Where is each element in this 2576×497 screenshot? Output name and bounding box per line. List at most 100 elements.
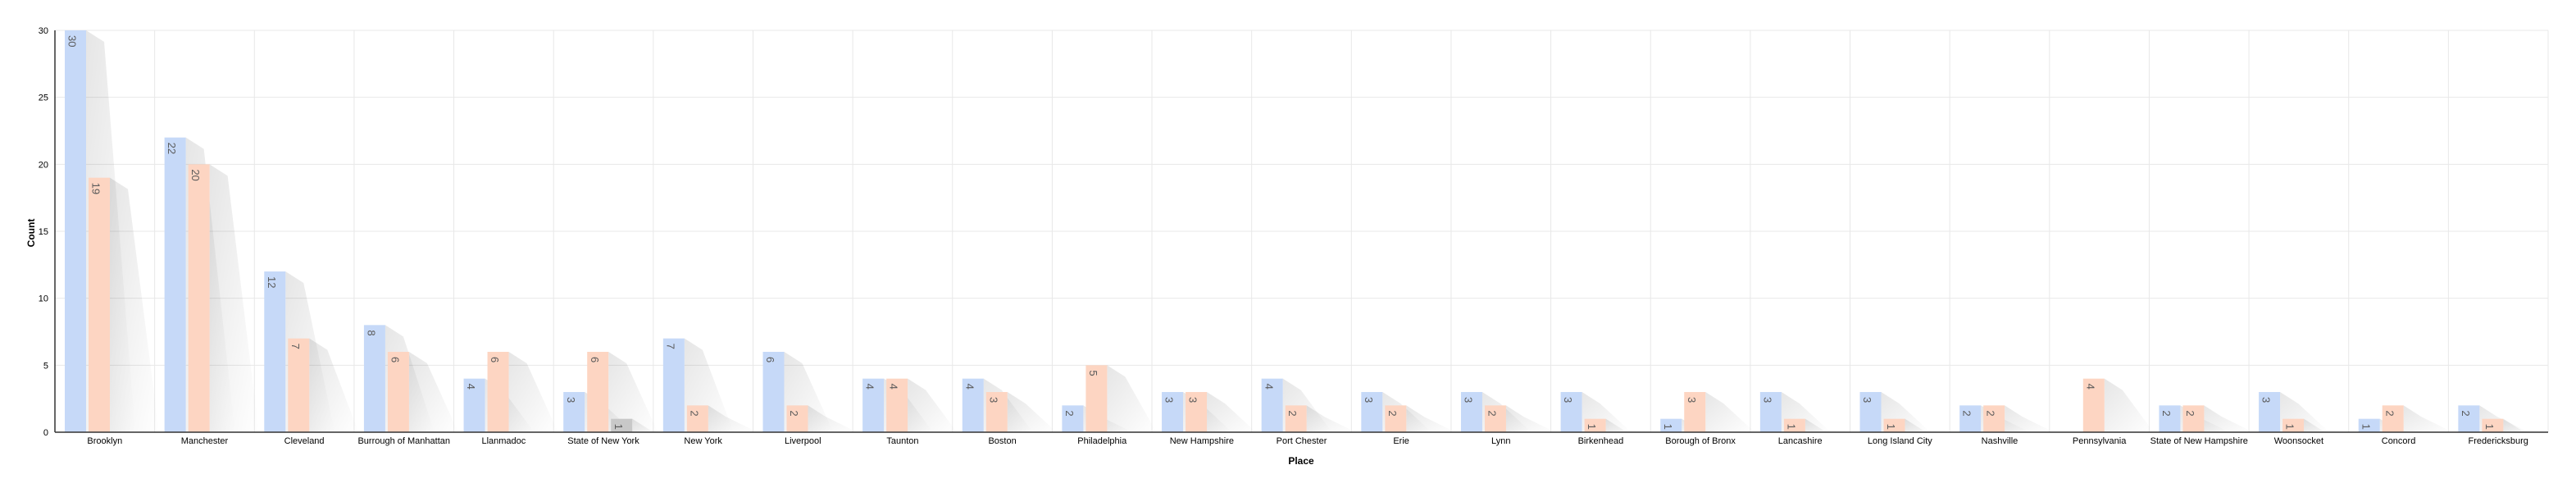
bar-shadow <box>1306 405 1356 432</box>
bar-value-label: 3 <box>1363 397 1375 403</box>
bar-value-label: 5 <box>1087 370 1099 376</box>
bar-value-label: 3 <box>1761 397 1773 403</box>
bar <box>1660 418 1682 432</box>
bar <box>1162 392 1184 432</box>
bar <box>611 418 633 432</box>
bar <box>1584 418 1606 432</box>
bar-value-label: 20 <box>189 169 202 180</box>
bar <box>89 177 110 432</box>
bar-shadow <box>2503 418 2553 432</box>
x-tick-label: Taunton <box>886 436 918 446</box>
bar-shadow <box>808 405 858 432</box>
bar-value-label: 12 <box>266 276 278 288</box>
x-tick-label: New York <box>684 436 722 446</box>
bar-value-label: 30 <box>66 35 79 47</box>
bar <box>2282 418 2305 432</box>
bar <box>1062 405 1084 432</box>
bar-value-label: 2 <box>2460 410 2472 416</box>
bar-value-label: 4 <box>864 384 876 390</box>
bar-value-label: 2 <box>2160 410 2173 416</box>
bar-shadow <box>2403 405 2453 432</box>
x-tick-label: Port Chester <box>1277 436 1327 446</box>
bar <box>1560 392 1582 432</box>
bar-value-label: 2 <box>1961 410 1973 416</box>
x-tick-label: Cleveland <box>284 436 325 446</box>
bar <box>1783 418 1805 432</box>
bar <box>1361 392 1383 432</box>
bar <box>487 352 509 432</box>
bar-value-label: 1 <box>1785 424 1797 430</box>
y-tick-label: 15 <box>39 227 48 237</box>
bar <box>1883 418 1905 432</box>
bar-value-label: 1 <box>2284 424 2296 430</box>
bar-shadow <box>1605 418 1655 432</box>
bar-shadow <box>110 177 159 432</box>
bar-value-label: 3 <box>1861 397 1873 403</box>
bar <box>288 338 310 432</box>
bar-shadow <box>508 352 558 432</box>
bar <box>164 137 186 432</box>
bar <box>65 30 86 432</box>
bar-shadow <box>2204 405 2254 432</box>
bar-value-label: 1 <box>2360 424 2372 430</box>
bar <box>886 378 908 432</box>
bar-shadow <box>1905 418 1955 432</box>
bar-value-label: 6 <box>764 357 776 362</box>
bar-value-label: 19 <box>90 183 102 194</box>
x-tick-label: Philadelphia <box>1077 436 1127 446</box>
bar-value-label: 1 <box>1662 424 1674 430</box>
bar <box>264 271 286 432</box>
bar <box>1460 392 1482 432</box>
bar-shadow <box>2104 378 2154 432</box>
bar-value-label: 4 <box>2084 384 2096 390</box>
bar <box>2159 405 2181 432</box>
bar <box>762 352 785 432</box>
bar <box>587 352 609 432</box>
bar-shadow <box>608 352 658 432</box>
x-tick-label: Brooklyn <box>87 436 122 446</box>
bar-value-label: 22 <box>166 143 178 154</box>
bar <box>2082 378 2105 432</box>
bar-value-label: 1 <box>2483 424 2496 430</box>
bar <box>1085 365 1108 432</box>
bar-value-label: 7 <box>289 344 302 349</box>
bar-shadow <box>1805 418 1855 432</box>
bar <box>2482 418 2504 432</box>
x-tick-label: Liverpool <box>785 436 821 446</box>
bar-shadow <box>908 378 958 432</box>
bar-shadow <box>309 338 359 432</box>
x-tick-label: Lynn <box>1491 436 1510 446</box>
bar <box>2458 405 2480 432</box>
bar-shadow <box>2005 405 2055 432</box>
bar-value-label: 4 <box>888 384 900 390</box>
bar-value-label: 2 <box>1486 410 1499 416</box>
x-tick-label: Woonsocket <box>2274 436 2323 446</box>
y-tick-label: 30 <box>39 26 48 36</box>
bar-shadow <box>1505 405 1555 432</box>
bar-shadow <box>209 164 259 433</box>
y-tick-label: 10 <box>39 294 48 304</box>
bar <box>1385 405 1407 432</box>
bar-value-label: 3 <box>1463 397 1475 403</box>
x-tick-label: Nashville <box>1982 436 2018 446</box>
y-tick-label: 20 <box>39 160 48 170</box>
bar-shadow <box>1107 365 1157 432</box>
bar-value-label: 1 <box>612 424 625 430</box>
bar <box>463 378 485 432</box>
x-tick-label: Erie <box>1393 436 1409 446</box>
grid <box>54 30 2549 432</box>
bar-shadow <box>2304 418 2354 432</box>
bar <box>387 352 409 432</box>
bar-value-label: 2 <box>2184 410 2196 416</box>
x-tick-label: Long Island City <box>1868 436 1932 446</box>
y-axis-title: Count <box>25 219 37 248</box>
bar-value-label: 3 <box>565 397 577 403</box>
bar-shadow <box>708 405 758 432</box>
bar <box>686 405 708 432</box>
bar-value-label: 2 <box>1985 410 1997 416</box>
bar-value-label: 3 <box>1686 397 1698 403</box>
bar-value-label: 1 <box>1885 424 1897 430</box>
